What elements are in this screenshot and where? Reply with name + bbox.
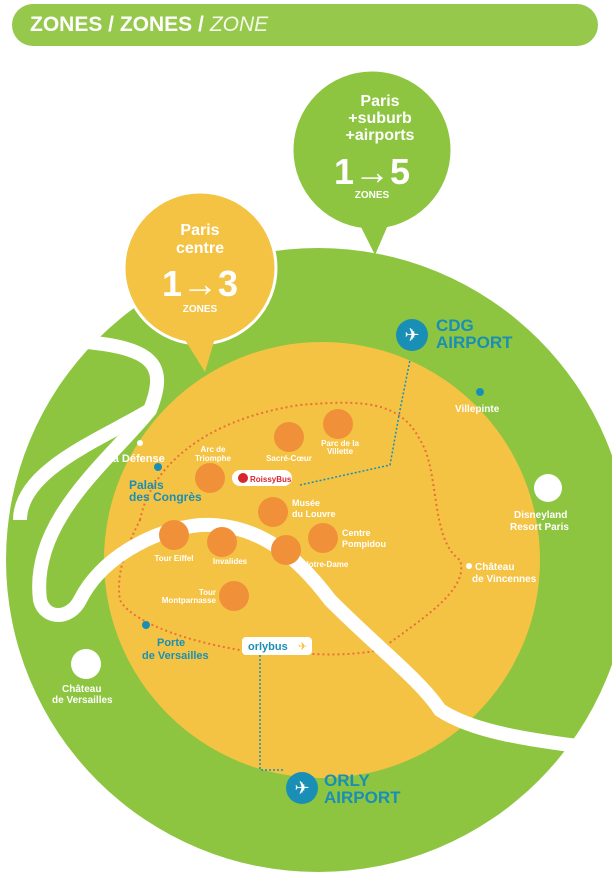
svg-text:✈: ✈ [298,641,307,653]
svg-text:Tour Eiffel: Tour Eiffel [155,554,194,563]
sacre-coeur-icon [274,422,304,452]
svg-text:Invalides: Invalides [213,557,248,566]
paris-boundary [118,401,463,656]
svg-text:✈: ✈ [294,778,309,798]
svg-text:CDG: CDG [436,316,474,335]
svg-text:Centre: Centre [342,528,371,538]
bubble-suburb-line2: +suburb [348,110,412,127]
zones-header: ZONES / ZONES / ZONE [12,4,598,46]
header-title-bold: ZONES / ZONES / [30,13,204,36]
bubble-paris-centre: Paris centre 1→3 ZONES [122,190,278,372]
svg-text:Arc de: Arc de [201,445,226,454]
svg-text:Notre-Dame: Notre-Dame [303,560,349,569]
plane-icon [396,319,428,351]
invalides-icon [207,527,237,557]
bubble-suburb-range: 1→5 [334,151,410,192]
svg-text:Montparnasse: Montparnasse [162,596,217,605]
monuments: Arc de Triomphe Sacré-Cœur Parc de la Vi… [155,409,386,611]
roissybus-badge: RoissyBus [232,470,292,486]
svg-text:Triomphe: Triomphe [195,454,232,463]
la-defense-label: La Défense [106,453,165,465]
svg-text:de Versailles: de Versailles [142,650,209,662]
svg-text:AIRPORT: AIRPORT [436,333,513,352]
svg-text:Château: Château [62,684,101,695]
bubble-centre-line2: centre [176,240,224,257]
svg-text:ORLY: ORLY [324,771,370,790]
pompidou-icon [308,523,338,553]
eiffel-icon [159,520,189,550]
zone-3-ring [104,342,540,778]
svg-text:Villepinte: Villepinte [455,404,500,415]
bubble-paris-suburb: Paris +suburb +airports 1→5 ZONES [290,68,454,255]
svg-text:Resort Paris: Resort Paris [510,522,569,533]
orlybus-badge: orlybus ✈ [242,637,312,655]
svg-text:Tour: Tour [199,588,216,597]
svg-text:Disneyland: Disneyland [514,510,567,521]
bubble-centre-range: 1→3 [162,263,238,304]
bubble-suburb-line1: Paris [360,93,399,110]
villette-icon [323,409,353,439]
versailles-icon [71,649,101,679]
orly-airport: ✈ ORLY AIRPORT [286,771,401,807]
disney-icon [534,474,562,502]
svg-text:des Congrès: des Congrès [129,490,202,504]
svg-text:du Louvre: du Louvre [292,509,336,519]
montparnasse-icon [219,581,249,611]
svg-text:Pompidou: Pompidou [342,539,386,549]
bubble-centre-unit: ZONES [183,304,218,315]
svg-text:de Versailles: de Versailles [52,695,113,706]
svg-text:Palais: Palais [129,478,164,492]
svg-text:orlybus: orlybus [248,641,288,653]
place-labels: La Défense Palais des Congrès Porte de V… [52,388,569,706]
svg-text:Sacré-Cœur: Sacré-Cœur [266,454,312,463]
louvre-icon [258,497,288,527]
header-title-italic: ZONE [209,13,269,36]
svg-text:Villette: Villette [327,447,354,456]
svg-text:de Vincennes: de Vincennes [472,574,537,585]
svg-text:Porte: Porte [157,637,185,649]
arc-icon [195,463,225,493]
svg-text:Parc de la: Parc de la [321,439,359,448]
plane-icon [286,772,318,804]
cdg-link [299,359,411,486]
svg-text:RoissyBus: RoissyBus [250,475,292,484]
river-seine-west [13,403,154,521]
svg-text:Château: Château [475,562,514,573]
svg-text:✈: ✈ [404,325,419,345]
notre-dame-icon [271,535,301,565]
cdg-airport: ✈ CDG AIRPORT [396,316,513,352]
bubble-centre-line1: Paris [180,222,219,239]
bubble-suburb-unit: ZONES [355,190,390,201]
svg-text:AIRPORT: AIRPORT [324,788,401,807]
bubble-suburb-line3: +airports [346,127,415,144]
svg-text:Musée: Musée [292,498,320,508]
